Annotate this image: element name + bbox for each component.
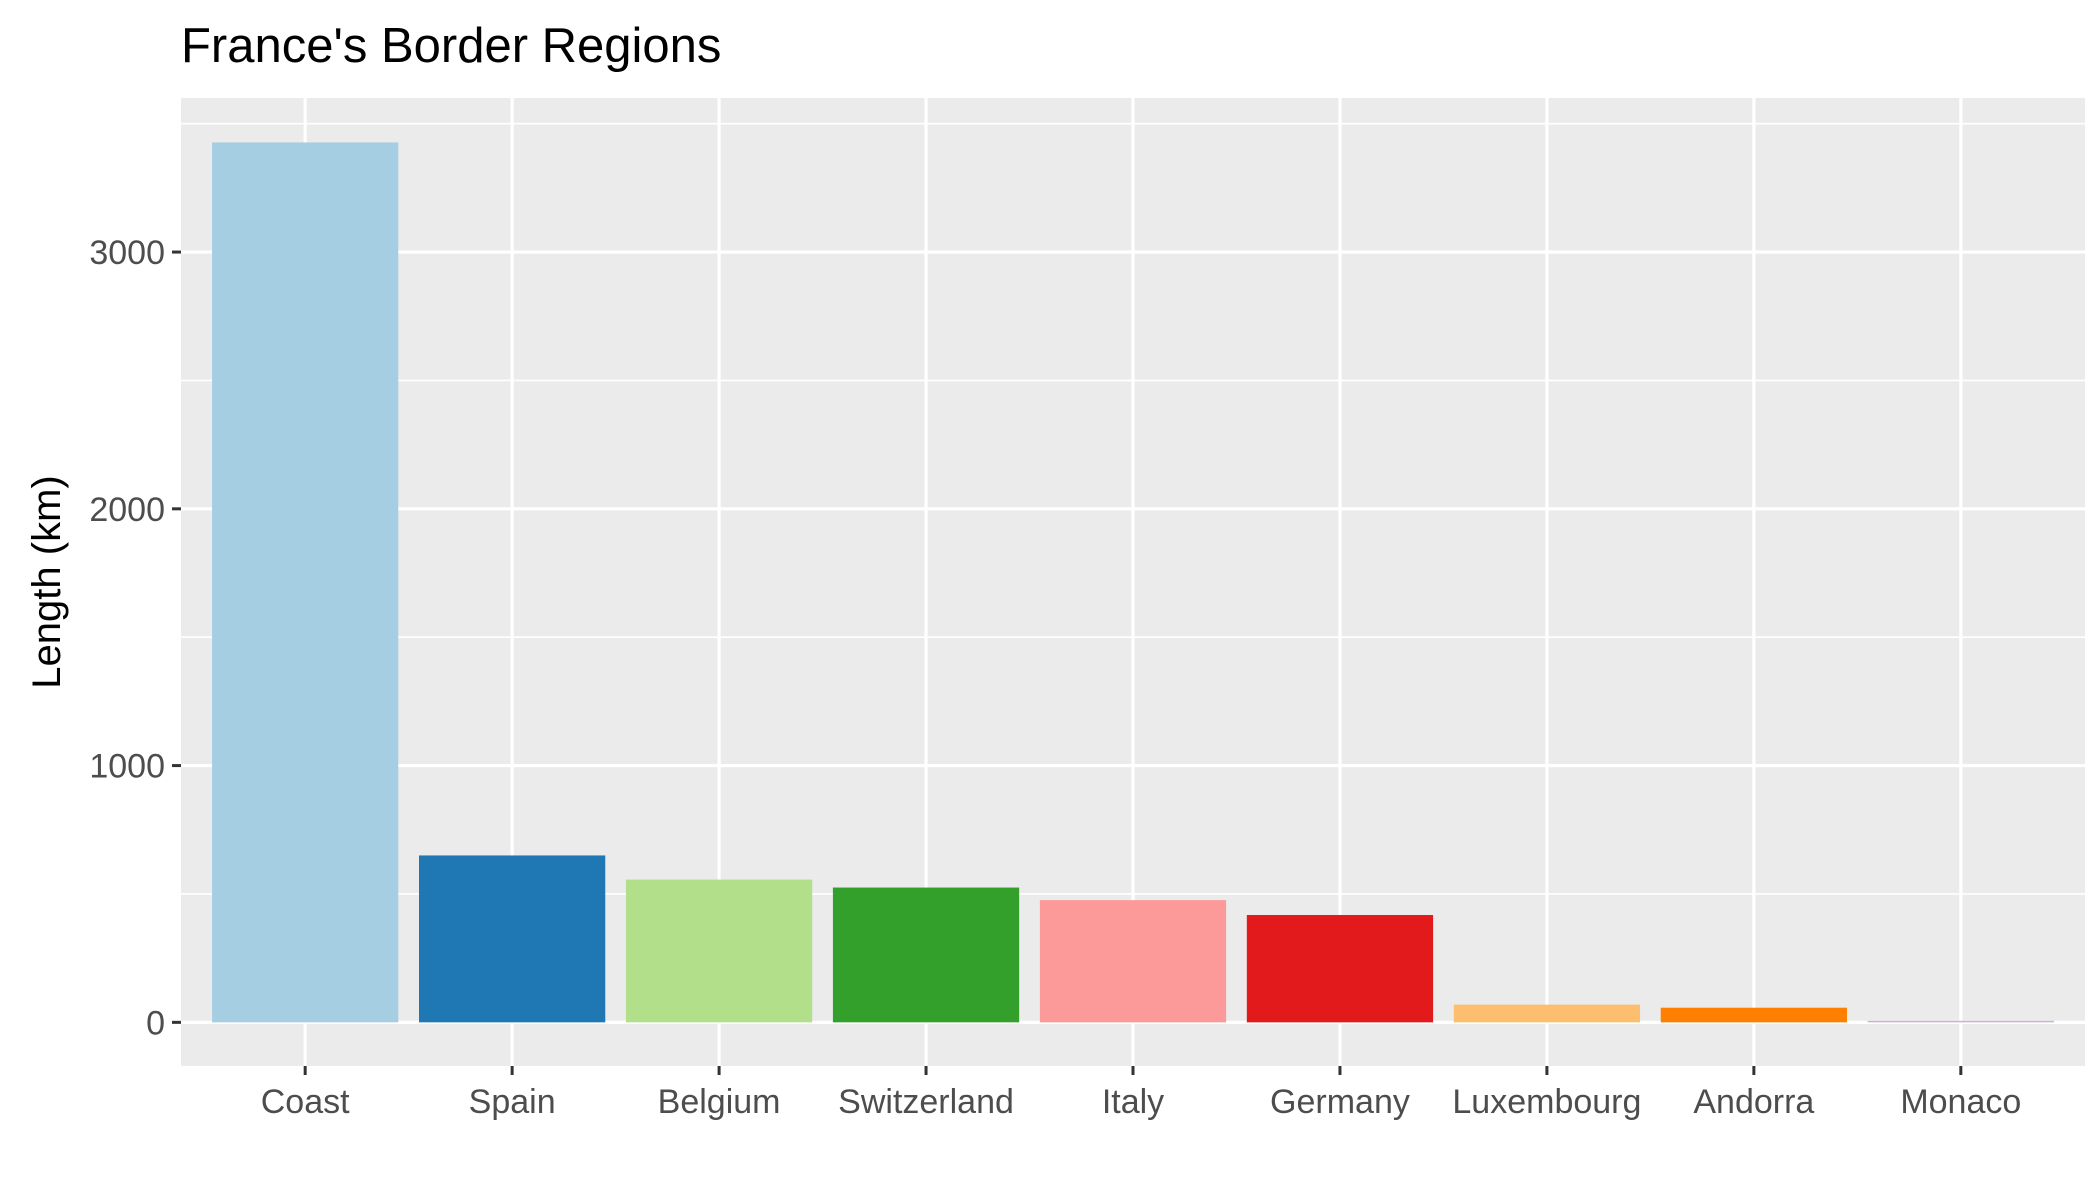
bar-italy [1039,900,1227,1023]
bar-coast [212,142,399,1023]
y-tick-label: 0 [146,1004,165,1042]
bar-luxembourg [1453,1004,1641,1023]
y-tick-label: 1000 [89,748,165,786]
x-tick-label: Luxembourg [1452,1083,1641,1121]
x-tick-label: Italy [1102,1083,1164,1121]
bar-monaco [1867,1020,2054,1023]
y-tick-label: 2000 [89,491,165,529]
bar-germany [1246,915,1434,1023]
y-axis-ticks: 0 1000 2000 3000 [89,234,181,1042]
x-tick-label: Germany [1270,1083,1410,1121]
x-tick-label: Coast [261,1083,350,1121]
x-axis-ticks: Coast Spain Belgium Switzerland Italy Germany… [261,1066,2021,1121]
y-tick-label: 3000 [89,234,165,272]
bar-andorra [1660,1007,1847,1023]
bars [212,142,2054,1023]
x-tick-label: Switzerland [838,1083,1014,1121]
x-tick-label: Belgium [658,1083,781,1121]
bar-spain [419,855,606,1023]
x-tick-label: Spain [469,1083,556,1121]
y-axis-title: Length (km) [25,475,69,688]
bar-belgium [625,879,813,1023]
bar-switzerland [832,887,1020,1023]
chart-title: France's Border Regions [181,19,721,73]
x-tick-label: Andorra [1693,1083,1814,1121]
x-tick-label: Monaco [1900,1083,2021,1121]
